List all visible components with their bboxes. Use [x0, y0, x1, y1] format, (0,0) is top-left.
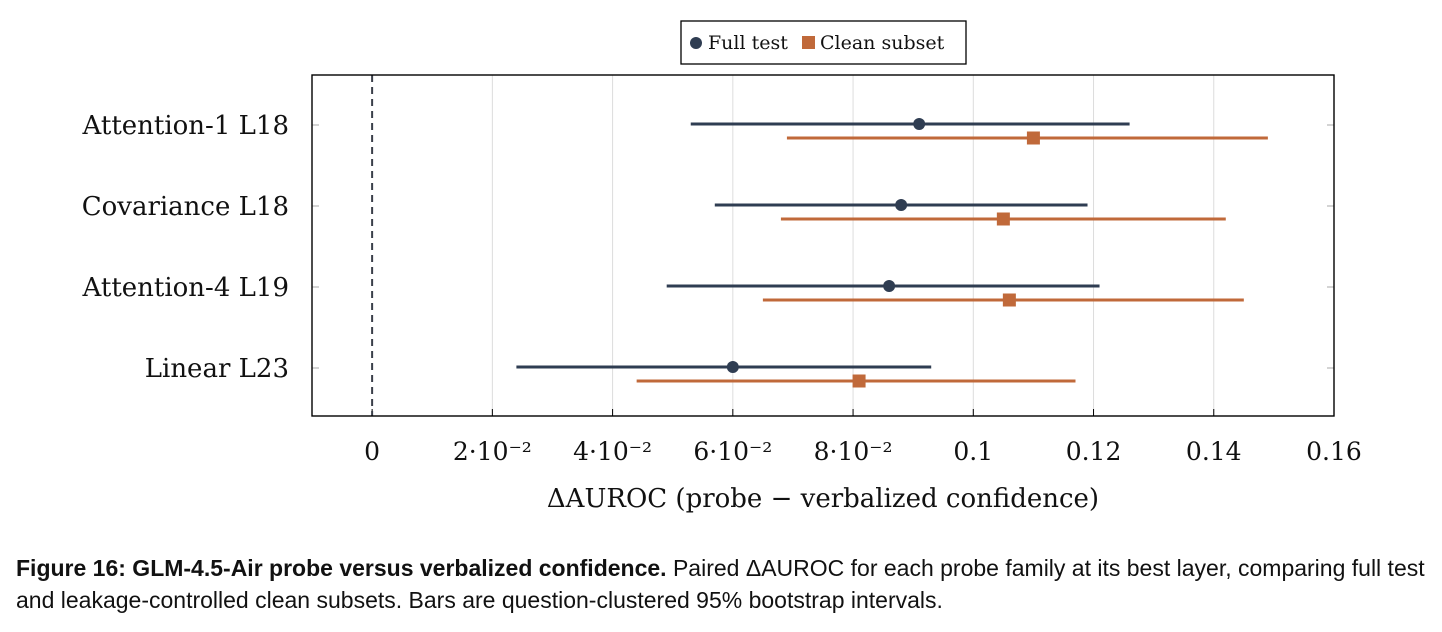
series-group: [516, 118, 1268, 388]
x-axis-label: ΔAUROC (probe − verbalized confidence): [547, 484, 1099, 514]
full-test-point-2: [883, 280, 896, 292]
full-test-point-3: [726, 361, 739, 373]
figure-caption: Figure 16: GLM-4.5-Air probe versus verb…: [16, 552, 1434, 616]
clean-subset-point-0: [1026, 131, 1040, 145]
x-tick-label-4: 8·10⁻²: [814, 437, 893, 466]
caption-text: Paired ΔAUROC for each probe family at i…: [16, 555, 1425, 613]
x-tick-label-7: 0.14: [1186, 437, 1242, 466]
y-tick-label-0: Attention-1 L18: [82, 111, 289, 141]
x-tick-label-3: 6·10⁻²: [693, 437, 772, 466]
full-test-point-1: [895, 199, 908, 211]
grid-lines: [312, 75, 1335, 416]
series-full-test: [516, 118, 1130, 373]
legend-label-clean-subset: Clean subset: [820, 32, 945, 54]
series-clean-subset: [636, 131, 1268, 388]
caption-label: Figure 16: GLM-4.5-Air probe versus verb…: [16, 555, 667, 581]
legend-marker-clean-subset: [802, 36, 815, 49]
y-tick-label-2: Attention-4 L19: [82, 273, 289, 303]
clean-subset-point-2: [1002, 293, 1016, 307]
x-tick-label-5: 0.1: [953, 437, 993, 466]
legend-marker-full-test: [690, 37, 702, 49]
y-tick-label-1: Covariance L18: [82, 192, 289, 222]
x-tick-label-6: 0.12: [1066, 437, 1122, 466]
y-tick-labels: Attention-1 L18 Covariance L18 Attention-4…: [82, 111, 289, 384]
x-tick-label-0: 0: [364, 437, 380, 466]
x-tick-labels: 0 2·10⁻² 4·10⁻² 6·10⁻² 8·10⁻² 0.1 0.12 0.14 0.16: [364, 437, 1362, 466]
y-tick-label-3: Linear L23: [145, 354, 289, 384]
legend-label-full-test: Full test: [708, 32, 788, 54]
legend: Full test Clean subset: [680, 20, 967, 65]
plot-frame: [311, 74, 1335, 417]
x-tick-label-2: 4·10⁻²: [573, 437, 652, 466]
x-tick-label-8: 0.16: [1306, 437, 1362, 466]
x-tick-label-1: 2·10⁻²: [453, 437, 532, 466]
chart: Attention-1 L18 Covariance L18 Attention-4…: [82, 20, 1362, 514]
full-test-point-0: [913, 118, 926, 130]
clean-subset-point-1: [996, 212, 1010, 226]
clean-subset-point-3: [852, 374, 866, 388]
legend-box: [680, 20, 967, 65]
